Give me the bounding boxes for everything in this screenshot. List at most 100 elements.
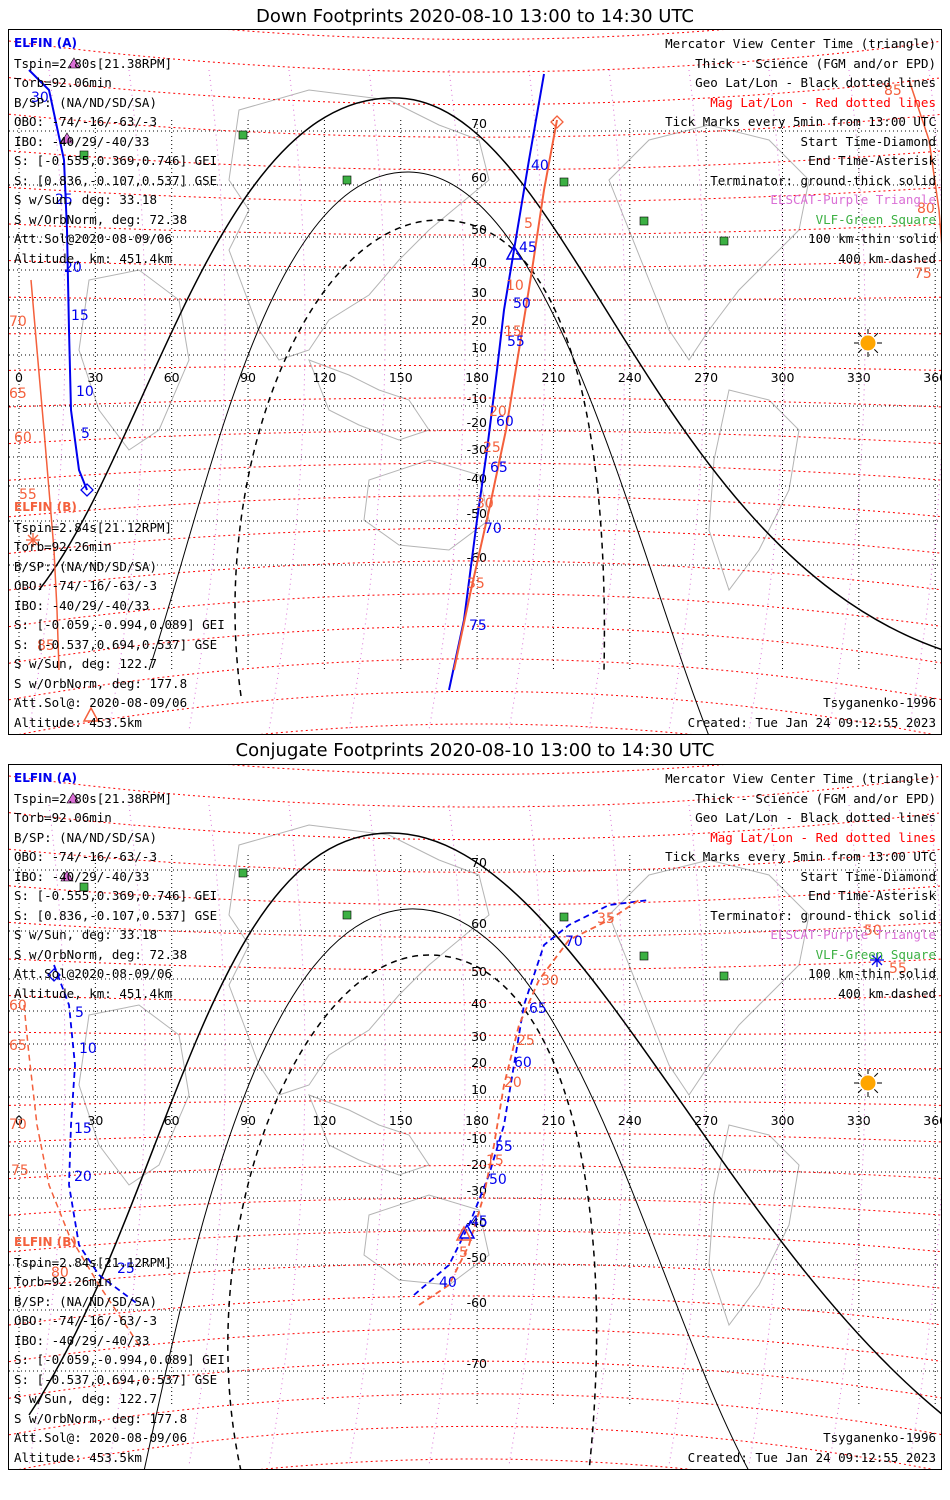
- landmass-outline: [78, 269, 190, 451]
- lon-tick-label: 360: [923, 370, 942, 385]
- panel-title-conjugate: Conjugate Footprints 2020-08-10 13:00 to…: [235, 740, 715, 761]
- info-line: Att.Sol@2020-08-09/06: [14, 966, 173, 981]
- mag-latitude-line: [9, 1197, 941, 1216]
- mag-latitude-line: [9, 812, 941, 841]
- track-time-label: 15: [504, 324, 522, 340]
- track-time-label: 65: [490, 460, 508, 476]
- mag-longitude-line: [348, 69, 386, 731]
- sun-ray: [874, 1072, 879, 1077]
- info-line: S: [-0.059,-0.994,0.089] GEI: [14, 1352, 225, 1367]
- mag-latitude-line: [9, 958, 941, 971]
- track-time-label: 55: [507, 334, 525, 350]
- lon-tick-label: 270: [694, 370, 718, 385]
- mag-latitude-line: [9, 40, 941, 73]
- mag-latitude-line: [9, 560, 941, 591]
- info-line: S: [0.836,-0.107,0.537] GSE: [14, 907, 218, 923]
- mag-longitude-line: [428, 69, 466, 731]
- track-time-label: 15: [71, 308, 89, 324]
- legend-entry: ELSCAT-Purple Triangle: [770, 927, 936, 942]
- mag-latitude-line: [9, 462, 941, 481]
- track-time-label: 10: [76, 384, 94, 400]
- elfin-a-info: ELFIN (A) Tspin=2.80s[21.38RPM] Torb=92.…: [14, 769, 217, 1003]
- track-time-label: 55: [495, 1139, 513, 1155]
- vlf-station-square: [342, 175, 352, 185]
- lon-tick-label: 180: [465, 370, 489, 385]
- info-line: B/SP: (NA/ND/SD/SA): [14, 94, 157, 110]
- track-time-label: 15: [486, 1153, 504, 1169]
- track-time-label: 70: [9, 314, 27, 330]
- mag-latitude-line: [9, 1393, 941, 1436]
- mag-latitude-line: [9, 1132, 941, 1143]
- track-time-label: 25: [483, 440, 501, 456]
- info-line: S: [-0.537,0.694,0.537] GSE: [14, 1371, 218, 1387]
- info-line: B/SP: (NA/ND/SD/SA): [14, 1293, 157, 1309]
- lon-tick-label: 60: [164, 1113, 180, 1128]
- mag-latitude-line: [260, 1458, 692, 1469]
- terminator-400km: [234, 219, 606, 697]
- track-time-label: 5: [524, 216, 533, 232]
- mag-latitude-line: [9, 1328, 941, 1363]
- elscat-station-triangle: [66, 792, 80, 804]
- track-time-label: 55: [19, 487, 37, 503]
- info-line: Att.Sol@: 2020-08-09/06: [14, 1430, 188, 1445]
- lat-tick-label: 60: [471, 170, 487, 185]
- track-time-label: 50: [513, 296, 531, 312]
- lat-tick-label: 50: [471, 964, 487, 979]
- landmass-outline: [308, 1094, 430, 1176]
- legend-entry: Terminator: ground-thick solid: [710, 907, 936, 923]
- legend-entry: 100 km-thin solid: [808, 231, 936, 246]
- elfin-b-track: [418, 899, 640, 1306]
- conjugate-footprints-panel: 0 30 60 90 120 150 180 210 240 270 300 330 360 70 60 50…: [8, 764, 942, 1470]
- mag-longitude-line: [668, 69, 706, 731]
- elfin-b-track: [23, 1004, 140, 1346]
- track-time-label: 20: [489, 404, 507, 420]
- lon-tick-label: 240: [618, 1113, 642, 1128]
- vlf-station-square: [79, 882, 89, 892]
- start-time-diamond: [80, 483, 94, 497]
- info-line: OBO: -74/-16/-63/-3: [14, 849, 157, 864]
- legend-entry: 400 km-dashed: [838, 250, 936, 266]
- info-line: S w/Sun, deg: 33.18: [14, 192, 157, 207]
- lon-tick-label: 150: [389, 370, 413, 385]
- lon-tick-label: 330: [847, 1113, 871, 1128]
- info-line: Tspin=2.84s[21.12RPM]: [14, 519, 173, 535]
- landmass-outline: [363, 459, 490, 551]
- mag-latitude-line: [9, 1031, 941, 1036]
- legend-entry: Start Time-Diamond: [800, 868, 936, 884]
- created-label: Created: Tue Jan 24 09:12:55 2023: [687, 1449, 936, 1465]
- terminator-ground: [28, 832, 941, 1416]
- mag-latitude-line: [9, 495, 941, 518]
- landmass-outline: [228, 89, 490, 361]
- info-line: Torb=92.26min: [14, 1274, 112, 1289]
- vlf-station-square: [559, 912, 569, 922]
- lat-tick-label: -10: [467, 391, 487, 406]
- info-line: S: [-0.537,0.694,0.537] GSE: [14, 636, 218, 652]
- legend-entry: 400 km-dashed: [838, 985, 936, 1001]
- legend-entry: Start Time-Diamond: [800, 133, 936, 149]
- mag-latitude-line: [9, 593, 941, 628]
- mag-latitude-line: [9, 775, 941, 808]
- mag-longitude-line: [348, 804, 386, 1466]
- info-line: Att.Sol@2020-08-09/06: [14, 231, 173, 246]
- legend-entry: Geo Lat/Lon - Black dotted lines: [695, 810, 936, 825]
- lat-tick-label: -20: [467, 415, 487, 430]
- sun-ray: [874, 349, 879, 354]
- lat-tick-label: 20: [471, 1055, 487, 1070]
- info-line: IBO: -40/29/-40/33: [14, 868, 150, 884]
- mag-longitude-line: [188, 69, 226, 731]
- lat-tick-label: -60: [467, 1295, 487, 1310]
- lat-tick-label: -30: [467, 442, 487, 457]
- mag-latitude-line: [9, 1262, 941, 1289]
- mag-latitude-line: [9, 1067, 941, 1070]
- info-line: IBO: -40/29/-40/33: [14, 1332, 150, 1348]
- track-time-label: 20: [504, 1075, 522, 1091]
- lon-tick-label: 90: [240, 370, 256, 385]
- mag-latitude-line: [9, 885, 941, 906]
- landmass-outline: [78, 1004, 190, 1186]
- lon-tick-label: 0: [15, 370, 23, 385]
- info-line: Altitude: 453.5km: [14, 714, 142, 730]
- track-time-label: 70: [565, 934, 583, 950]
- track-time-label: 75: [11, 1163, 29, 1179]
- info-line: IBO: -40/29/-40/33: [14, 597, 150, 613]
- model-label: Tsyganenko-1996: [823, 1430, 936, 1445]
